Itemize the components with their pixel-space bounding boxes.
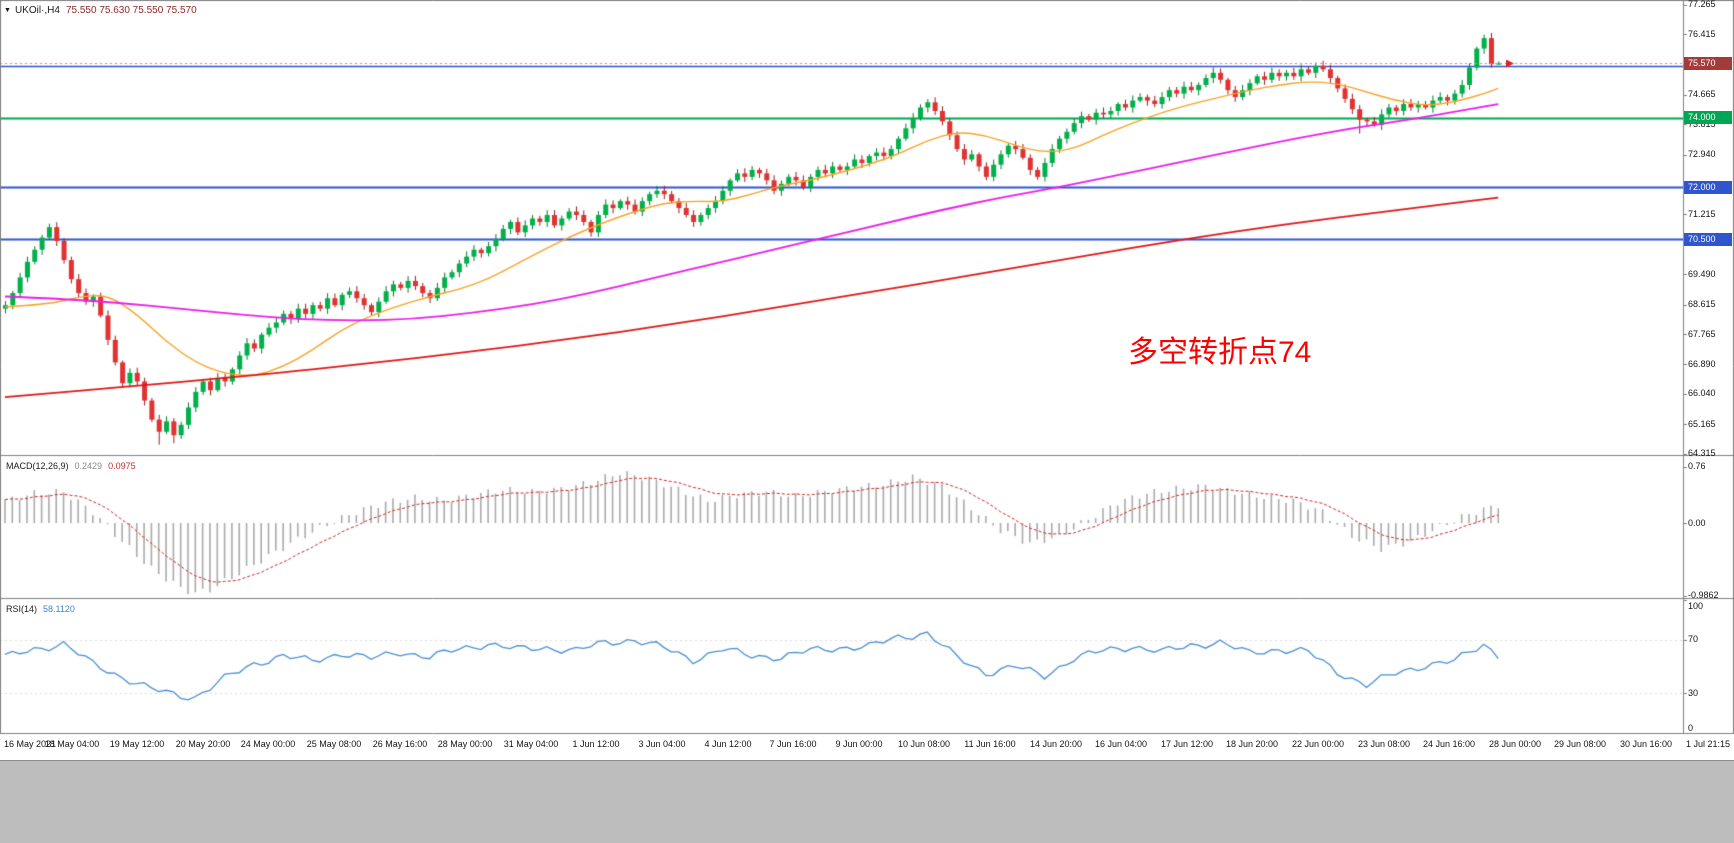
level-72-badge: 72.000 [1684,180,1732,194]
time-label: 19 May 12:00 [109,739,165,749]
time-label: 9 Jun 00:00 [835,739,883,749]
symbol-title: UKOil·,H4 [14,5,60,16]
rsi-tick-label: 30 [1688,687,1699,698]
rsi-tick-label: 100 [1688,601,1704,611]
time-label: 20 May 20:00 [175,739,231,749]
time-label: 1 Jul 21:15 [1685,739,1730,749]
time-label: 25 May 08:00 [306,739,362,749]
macd-tick-label: 0.00 [1688,517,1706,528]
time-label: 11 Jun 16:00 [964,739,1016,749]
time-label: 16 May 2021 [4,739,57,749]
time-label: 29 Jun 08:00 [1553,739,1607,749]
time-label: 31 May 04:00 [503,739,559,749]
macd-tick-label: 0.76 [1688,461,1706,472]
time-label: 14 Jun 20:00 [1029,739,1083,749]
price-tick-label: 65.165 [1688,418,1716,429]
level-70-5-badge: 70.500 [1684,232,1732,246]
price-tick-label: 76.415 [1688,28,1716,39]
ohlc-values: 75.550 75.630 75.550 75.570 [65,5,197,16]
price-tick-label: 64.315 [1688,448,1716,459]
rsi-tick-label: 0 [1688,723,1694,733]
time-label: 22 Jun 00:00 [1291,739,1345,749]
bottom-panel [0,760,1734,843]
price-tick-label: 67.765 [1688,328,1716,339]
macd-name: MACD(12,26,9) [6,461,69,471]
time-label: 26 May 16:00 [372,739,428,749]
rsi-name: RSI(14) [6,604,38,614]
time-label: 3 Jun 04:00 [638,739,686,749]
chart-canvas[interactable] [0,0,1734,760]
time-label: 24 Jun 16:00 [1422,739,1476,749]
price-tick-label: 66.040 [1688,388,1716,399]
time-axis[interactable]: 16 May 2021 18 May 04:00 19 May 12:00 20 Ma… [0,734,1734,760]
time-label: 30 Jun 16:00 [1619,739,1673,749]
macd-indicator-label: MACD(12,26,9) 0.2429 0.0975 [6,461,136,471]
symbol-info: ▼ UKOil·,H4 75.550 75.630 75.550 75.570 [4,5,197,16]
chart-menu-icon[interactable]: ▼ [4,7,11,14]
macd-value-signal: 0.0975 [108,461,136,471]
time-label: 1 Jun 12:00 [572,739,620,749]
time-label: 24 May 00:00 [240,739,296,749]
time-label: 16 Jun 04:00 [1094,739,1148,749]
price-tick-label: 71.215 [1688,208,1716,219]
time-label: 23 Jun 08:00 [1357,739,1411,749]
current-price-badge: 75.570 [1684,56,1732,70]
level-74-badge: 74.000 [1684,111,1732,125]
price-tick-label: 74.665 [1688,89,1716,100]
time-label: 10 Jun 08:00 [897,739,951,749]
price-axis[interactable]: 77.26576.41575.54074.66573.81572.94072.0… [1683,0,1734,734]
rsi-value: 58.1120 [43,604,75,614]
price-tick-label: 68.615 [1688,299,1716,310]
price-tick-label: 77.265 [1688,0,1716,10]
macd-value-main: 0.2429 [74,461,103,471]
price-tick-label: 66.890 [1688,358,1716,369]
time-label: 4 Jun 12:00 [704,739,752,749]
time-label: 28 Jun 00:00 [1488,739,1542,749]
macd-tick-label: -0.9862 [1688,590,1719,601]
price-tick-label: 69.490 [1688,268,1716,279]
time-label: 18 May 04:00 [44,739,100,749]
rsi-indicator-label: RSI(14) 58.1120 [6,604,75,614]
time-label: 7 Jun 16:00 [769,739,817,749]
chart-annotation-text: 多空转折点74 [1128,336,1312,369]
rsi-tick-label: 70 [1688,634,1699,645]
time-label: 18 Jun 20:00 [1225,739,1279,749]
time-label: 28 May 00:00 [437,739,493,749]
time-label: 17 Jun 12:00 [1160,739,1214,749]
price-tick-label: 72.940 [1688,149,1716,160]
